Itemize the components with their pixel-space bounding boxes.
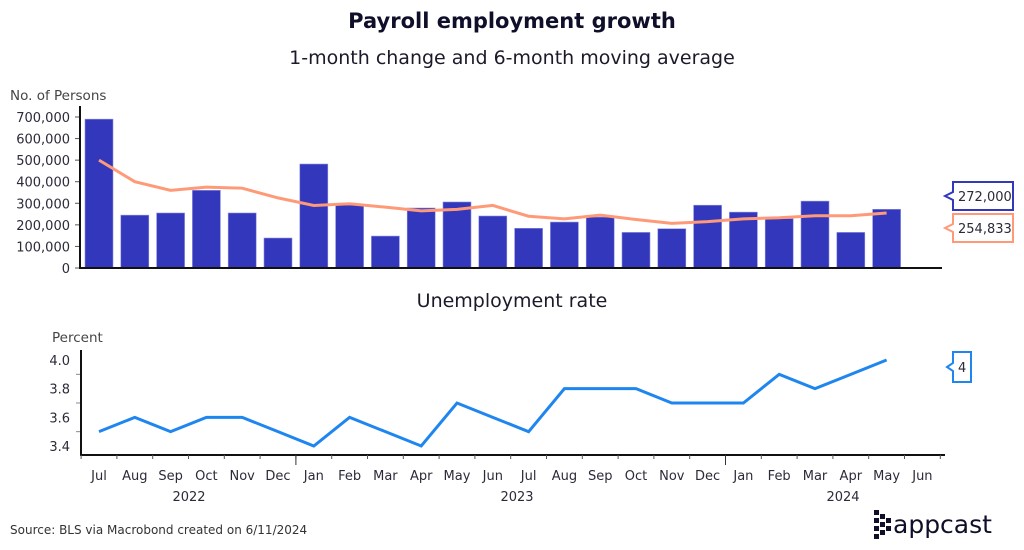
logo-mark-square bbox=[874, 526, 879, 531]
logo-mark-square bbox=[886, 518, 891, 523]
y-tick-label: 500,000 bbox=[16, 154, 70, 169]
source-note: Source: BLS via Macrobond created on 6/1… bbox=[10, 523, 307, 537]
logo-mark-square bbox=[880, 522, 885, 527]
y-tick-label: 4.0 bbox=[49, 354, 70, 369]
x-tick-label: Oct bbox=[625, 469, 647, 484]
bar-nov-2022 bbox=[227, 212, 257, 269]
bar-dec-2023 bbox=[693, 204, 722, 269]
top-y-axis-label: No. of Persons bbox=[10, 88, 106, 104]
x-tick-label: May bbox=[873, 469, 900, 484]
bar-sep-2022 bbox=[156, 212, 185, 269]
y-tick-label: 400,000 bbox=[16, 176, 70, 191]
x-tick-label: Jul bbox=[520, 469, 537, 484]
x-tick-label: Apr bbox=[410, 469, 433, 484]
ma-end-label: 254,833 bbox=[958, 222, 1012, 237]
x-tick-label: Jul bbox=[90, 469, 107, 484]
x-tick-label: Apr bbox=[840, 469, 863, 484]
y-tick-label: 3.8 bbox=[49, 383, 70, 398]
x-tick-label: Jun bbox=[911, 469, 932, 484]
logo-mark-square bbox=[886, 526, 891, 531]
bottom-chart-title: Unemployment rate bbox=[417, 290, 608, 312]
logo-mark-square bbox=[874, 518, 879, 523]
bar-mar-2024 bbox=[800, 200, 830, 269]
x-tick-label: Oct bbox=[195, 469, 217, 484]
bar-oct-2022 bbox=[192, 190, 221, 269]
x-tick-label: Feb bbox=[338, 469, 361, 484]
bar-jun-2023 bbox=[478, 215, 508, 269]
bar-oct-2023 bbox=[621, 232, 651, 269]
year-label: 2022 bbox=[172, 490, 205, 505]
y-tick-label: 0 bbox=[62, 262, 70, 277]
logo-mark-square bbox=[874, 534, 879, 539]
rate-end-label-box bbox=[945, 351, 972, 383]
x-tick-label: Jan bbox=[303, 469, 324, 484]
y-tick-label: 600,000 bbox=[16, 133, 70, 148]
ma-end-label-box bbox=[942, 213, 1014, 243]
bar-mar-2023 bbox=[371, 235, 400, 269]
bar-jan-2024 bbox=[729, 211, 758, 269]
logo-mark-square bbox=[880, 514, 885, 519]
x-tick-label: Mar bbox=[803, 469, 828, 484]
x-tick-label: Aug bbox=[552, 469, 577, 484]
bar-dec-2022 bbox=[263, 237, 293, 269]
bar-feb-2024 bbox=[764, 218, 794, 269]
bottom-y-axis-label: Percent bbox=[52, 330, 103, 346]
year-label: 2023 bbox=[500, 490, 533, 505]
x-tick-label: Nov bbox=[659, 469, 685, 484]
y-tick-label: 300,000 bbox=[16, 197, 70, 212]
y-tick-label: 3.4 bbox=[49, 440, 70, 455]
bar-jan-2023 bbox=[299, 163, 329, 269]
bar-apr-2024 bbox=[836, 232, 866, 269]
bar-aug-2022 bbox=[120, 214, 150, 269]
chart-title: Payroll employment growth bbox=[348, 9, 676, 33]
bar-end-label: 272,000 bbox=[958, 190, 1012, 205]
bar-end-label-box bbox=[942, 181, 1014, 211]
bar-may-2024 bbox=[872, 209, 901, 269]
bar-jul-2023 bbox=[514, 228, 543, 269]
year-label: 2024 bbox=[826, 490, 859, 505]
bar-may-2023 bbox=[442, 201, 472, 269]
y-tick-label: 700,000 bbox=[16, 111, 70, 126]
x-tick-label: Feb bbox=[768, 469, 791, 484]
x-tick-label: May bbox=[444, 469, 471, 484]
x-tick-label: Jun bbox=[482, 469, 503, 484]
x-tick-label: Sep bbox=[158, 469, 183, 484]
rate-end-label: 4 bbox=[958, 361, 966, 376]
bar-aug-2023 bbox=[550, 221, 579, 269]
y-tick-label: 200,000 bbox=[16, 219, 70, 234]
bar-sep-2023 bbox=[585, 216, 615, 269]
x-tick-label: Sep bbox=[588, 469, 613, 484]
x-tick-label: Dec bbox=[695, 469, 720, 484]
bar-jul-2022 bbox=[84, 118, 114, 269]
logo-wordmark: appcast bbox=[893, 510, 992, 539]
bar-nov-2023 bbox=[657, 228, 687, 269]
x-tick-label: Jan bbox=[732, 469, 753, 484]
moving-average-line bbox=[98, 158, 887, 225]
chart-subtitle: 1-month change and 6-month moving averag… bbox=[289, 47, 735, 69]
x-tick-label: Mar bbox=[373, 469, 398, 484]
appcast-logo: appcast bbox=[874, 510, 992, 539]
bar-apr-2023 bbox=[406, 207, 436, 269]
logo-mark-square bbox=[874, 510, 879, 515]
logo-mark-square bbox=[880, 530, 885, 535]
x-tick-label: Aug bbox=[122, 469, 147, 484]
x-tick-label: Nov bbox=[230, 469, 256, 484]
bar-feb-2023 bbox=[335, 204, 364, 269]
unemployment-line bbox=[98, 358, 888, 448]
x-tick-label: Dec bbox=[265, 469, 290, 484]
y-tick-label: 100,000 bbox=[16, 240, 70, 255]
y-tick-label: 3.6 bbox=[49, 411, 70, 426]
